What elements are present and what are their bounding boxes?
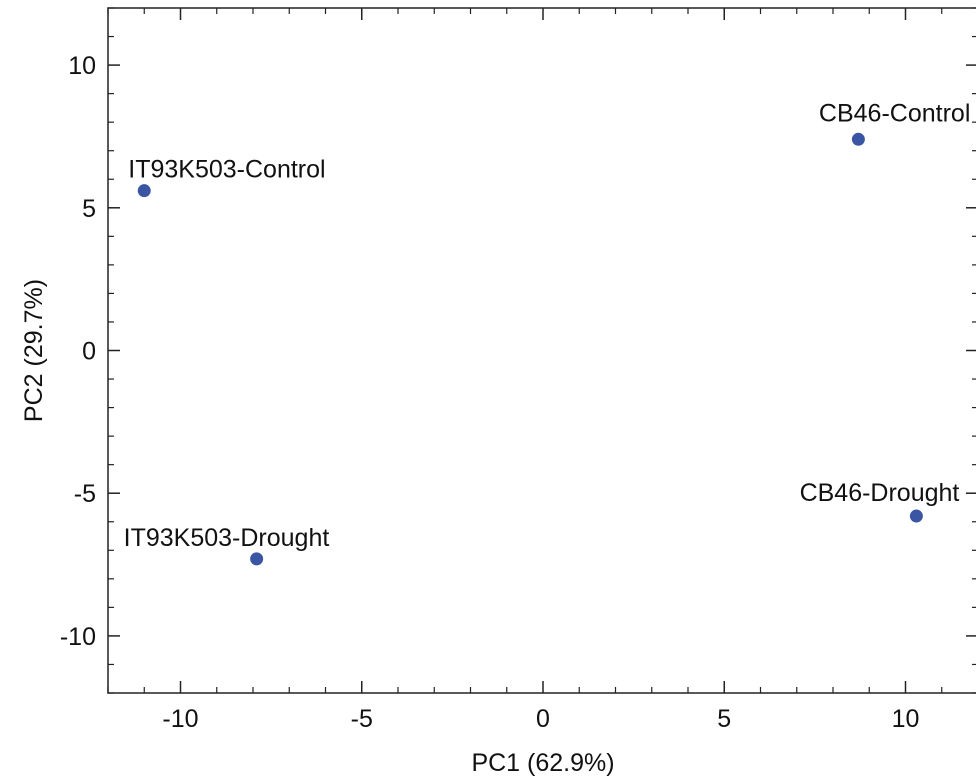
x-tick-label: 10	[892, 705, 920, 733]
x-tick-label: 5	[717, 705, 731, 733]
point-labels: IT93K503-Control IT93K503-Drought CB46-Con…	[124, 99, 971, 552]
point-label: CB46-Drought	[800, 479, 960, 507]
data-point	[909, 509, 923, 523]
x-tick-label: 0	[536, 705, 550, 733]
y-tick-label: -10	[60, 623, 96, 651]
y-tick-label: 0	[82, 338, 96, 366]
major-ticks	[108, 8, 976, 693]
y-tick-label: 10	[68, 52, 96, 80]
data-points	[137, 132, 923, 566]
x-tick-label: -5	[351, 705, 373, 733]
data-point	[250, 552, 264, 566]
y-tick-label: 5	[82, 195, 96, 223]
point-label: IT93K503-Control	[128, 156, 325, 184]
y-tick-labels: -10 -5 0 5 10	[60, 52, 96, 651]
point-label: CB46-Control	[819, 99, 970, 127]
x-tick-labels: -10 -5 0 5 10	[162, 705, 919, 733]
plot-area-frame	[107, 7, 976, 694]
y-tick-label: -5	[74, 480, 96, 508]
data-point	[851, 132, 865, 146]
x-axis-title: PC1 (62.9%)	[471, 749, 614, 777]
data-point	[137, 184, 151, 198]
point-label: IT93K503-Drought	[124, 524, 330, 552]
y-axis-title: PC2 (29.7%)	[20, 279, 48, 422]
x-tick-label: -10	[162, 705, 198, 733]
